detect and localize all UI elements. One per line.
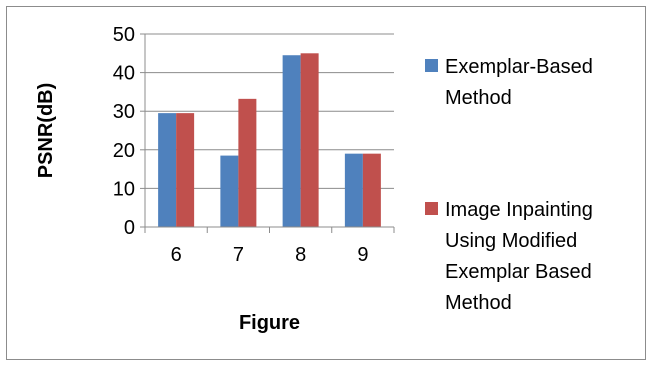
legend-label: Exemplar-Based bbox=[445, 56, 593, 78]
y-tick-labels: 0 10 20 30 40 50 bbox=[113, 24, 135, 239]
chart-frame: 0 10 20 30 40 50 6 7 8 9 PSNR(dB) Figure Exempla… bbox=[6, 6, 646, 360]
x-tick-label: 6 bbox=[171, 244, 182, 266]
legend-label: Method bbox=[445, 292, 512, 314]
bar bbox=[282, 55, 301, 228]
bar bbox=[344, 153, 363, 227]
bar bbox=[238, 98, 257, 228]
bar bbox=[362, 153, 381, 227]
legend-label: Image Inpainting bbox=[445, 199, 593, 221]
x-tick-label: 7 bbox=[233, 244, 244, 266]
legend-label: Method bbox=[445, 87, 512, 109]
bar bbox=[176, 113, 195, 227]
bar bbox=[300, 53, 319, 227]
legend-swatch bbox=[425, 59, 438, 72]
y-tick-label: 10 bbox=[113, 178, 135, 200]
x-tick-label: 8 bbox=[295, 244, 306, 266]
x-tick-label: 9 bbox=[357, 244, 368, 266]
bars bbox=[158, 53, 381, 228]
y-tick-label: 40 bbox=[113, 63, 135, 85]
bar bbox=[158, 113, 177, 227]
legend-swatch bbox=[425, 202, 438, 215]
y-tick-label: 50 bbox=[113, 24, 135, 46]
axes bbox=[140, 33, 395, 233]
bar-chart: 0 10 20 30 40 50 6 7 8 9 PSNR(dB) Figure Exempla… bbox=[35, 24, 593, 334]
y-tick-label: 20 bbox=[113, 140, 135, 162]
y-tick-label: 0 bbox=[124, 217, 135, 239]
legend: Exemplar-Based Method Image Inpainting Usin… bbox=[425, 56, 593, 314]
x-tick-labels: 6 7 8 9 bbox=[171, 244, 369, 266]
x-axis-title: Figure bbox=[239, 312, 300, 334]
bar bbox=[220, 155, 239, 227]
y-tick-label: 30 bbox=[113, 101, 135, 123]
legend-label: Using Modified bbox=[445, 230, 577, 252]
legend-label: Exemplar Based bbox=[445, 261, 592, 283]
y-axis-title: PSNR(dB) bbox=[35, 83, 57, 179]
